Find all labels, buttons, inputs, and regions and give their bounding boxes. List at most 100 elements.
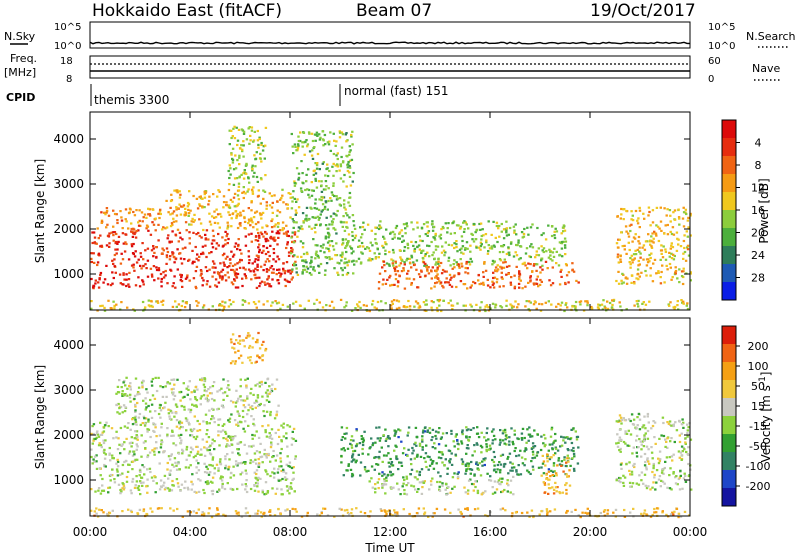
- data-pixel: [237, 202, 240, 205]
- data-pixel: [177, 240, 180, 243]
- data-pixel: [153, 475, 156, 478]
- data-pixel: [226, 444, 229, 447]
- data-pixel: [500, 306, 504, 309]
- data-pixel: [260, 233, 264, 236]
- data-pixel: [280, 488, 283, 491]
- data-pixel: [247, 261, 251, 265]
- data-pixel: [147, 428, 151, 431]
- data-pixel: [665, 214, 668, 217]
- data-pixel: [564, 436, 567, 439]
- data-pixel: [119, 210, 122, 213]
- velocity-region: [368, 475, 515, 496]
- data-pixel: [236, 286, 240, 289]
- data-pixel: [403, 489, 406, 492]
- data-pixel: [254, 277, 257, 280]
- data-pixel: [466, 508, 469, 511]
- data-pixel: [175, 425, 179, 428]
- data-pixel: [348, 204, 352, 207]
- data-pixel: [205, 422, 209, 425]
- data-pixel: [245, 386, 248, 389]
- data-pixel: [121, 487, 124, 490]
- data-pixel: [343, 173, 346, 177]
- data-pixel: [159, 272, 163, 276]
- data-pixel: [390, 474, 393, 477]
- data-pixel: [301, 172, 304, 175]
- data-pixel: [286, 203, 289, 206]
- data-pixel: [305, 219, 308, 222]
- data-pixel: [275, 214, 279, 217]
- data-pixel: [397, 436, 400, 439]
- data-pixel: [515, 470, 518, 473]
- data-pixel: [219, 276, 222, 279]
- data-pixel: [264, 492, 268, 495]
- data-pixel: [211, 385, 215, 388]
- data-pixel: [552, 441, 555, 444]
- data-pixel: [255, 210, 259, 213]
- data-pixel: [194, 270, 198, 273]
- data-pixel: [170, 388, 173, 391]
- data-pixel: [162, 226, 165, 229]
- data-pixel: [154, 376, 157, 379]
- data-pixel: [170, 240, 173, 243]
- data-pixel: [241, 471, 244, 474]
- data-pixel: [93, 241, 96, 244]
- data-pixel: [157, 451, 161, 454]
- data-pixel: [181, 247, 185, 250]
- data-pixel: [215, 463, 219, 466]
- data-pixel: [135, 423, 138, 426]
- data-pixel: [291, 268, 294, 271]
- data-pixel: [123, 448, 126, 451]
- data-pixel: [111, 271, 114, 274]
- data-pixel: [410, 283, 413, 286]
- data-pixel: [230, 413, 233, 416]
- data-pixel: [257, 331, 260, 335]
- data-pixel: [116, 391, 120, 394]
- data-pixel: [97, 487, 101, 490]
- data-pixel: [552, 255, 556, 258]
- data-pixel: [99, 474, 102, 477]
- data-pixel: [146, 468, 149, 471]
- data-pixel: [493, 480, 497, 483]
- data-pixel: [374, 257, 377, 260]
- data-pixel: [235, 339, 238, 342]
- data-pixel: [345, 250, 348, 254]
- data-pixel: [116, 470, 119, 473]
- data-pixel: [391, 230, 395, 233]
- data-pixel: [223, 423, 226, 426]
- data-pixel: [177, 462, 180, 465]
- data-pixel: [324, 200, 327, 203]
- data-pixel: [470, 460, 473, 464]
- data-pixel: [206, 482, 209, 485]
- data-pixel: [415, 259, 419, 262]
- data-pixel: [518, 275, 521, 278]
- data-pixel: [185, 212, 188, 215]
- data-pixel: [205, 465, 208, 468]
- data-pixel: [686, 435, 689, 438]
- data-pixel: [256, 512, 259, 515]
- data-pixel: [253, 260, 257, 263]
- data-pixel: [382, 483, 386, 486]
- data-pixel: [376, 300, 380, 304]
- data-pixel: [305, 173, 308, 176]
- data-pixel: [442, 299, 445, 302]
- data-pixel: [166, 427, 169, 430]
- data-pixel: [462, 230, 466, 233]
- data-pixel: [528, 255, 531, 258]
- data-pixel: [564, 303, 567, 306]
- data-pixel: [619, 447, 622, 450]
- data-pixel: [167, 234, 170, 237]
- data-pixel: [204, 244, 207, 247]
- data-pixel: [472, 222, 475, 226]
- data-pixel: [460, 512, 463, 515]
- data-pixel: [243, 169, 246, 172]
- data-pixel: [153, 279, 156, 282]
- data-pixel: [252, 418, 255, 421]
- data-pixel: [658, 459, 661, 463]
- data-pixel: [253, 171, 256, 174]
- data-pixel: [642, 445, 646, 448]
- data-pixel: [604, 306, 607, 309]
- data-pixel: [230, 225, 233, 228]
- data-pixel: [237, 421, 240, 424]
- data-pixel: [214, 284, 217, 287]
- data-pixel: [198, 234, 201, 238]
